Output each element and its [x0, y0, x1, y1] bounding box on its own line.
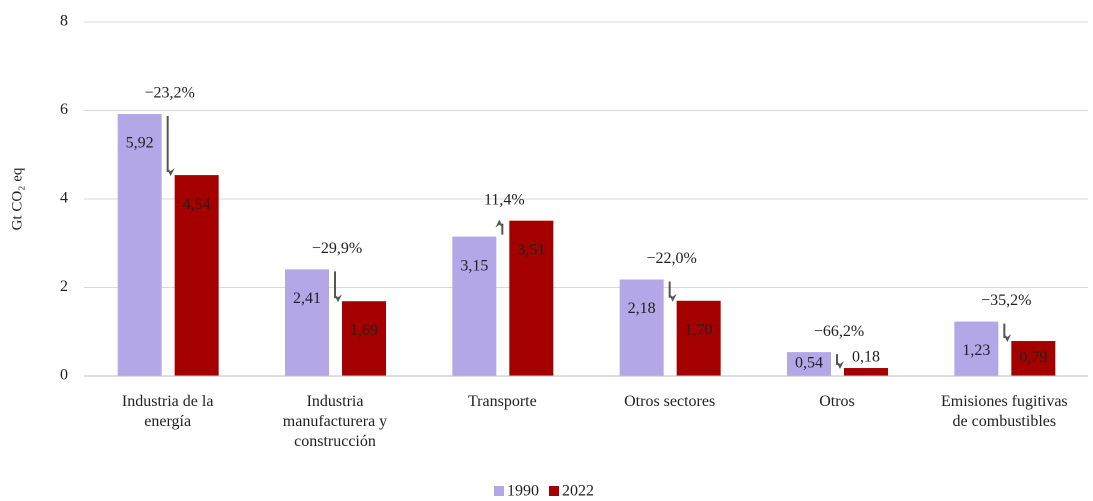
- change-annotation: −22,0%: [646, 250, 696, 267]
- x-tick-label: Industria manufacturera y construcción: [283, 393, 387, 450]
- value-label: 0,54: [795, 355, 823, 372]
- bar: [1011, 341, 1056, 376]
- x-tick-label: Otros: [819, 393, 855, 410]
- change-annotation: −35,2%: [981, 292, 1031, 309]
- value-label: 2,18: [628, 300, 656, 317]
- bar: [285, 269, 329, 376]
- bar: [619, 279, 664, 376]
- bar: [509, 220, 554, 376]
- change-annotation: −23,2%: [144, 85, 194, 102]
- bar: [844, 368, 888, 376]
- legend-label: 1990: [507, 483, 539, 500]
- legend-swatch: [494, 486, 504, 496]
- value-label: 1,23: [962, 342, 990, 359]
- value-label: 4,54: [183, 196, 211, 213]
- change-annotation: −29,9%: [312, 240, 362, 257]
- y-tick-label: 8: [60, 13, 68, 30]
- change-annotation: 11,4%: [484, 191, 525, 208]
- x-tick-label: Industria de la energía: [122, 393, 214, 430]
- x-tick-label: Transporte: [468, 393, 537, 410]
- bar: [342, 301, 386, 376]
- bar: [787, 352, 831, 376]
- y-axis-label: Gt CO₂ eq: [9, 167, 25, 230]
- value-label: 1,70: [685, 321, 713, 338]
- y-tick-label: 4: [60, 190, 68, 207]
- value-label: 0,79: [1019, 349, 1047, 366]
- bar: [117, 114, 162, 376]
- value-label: 0,18: [852, 349, 880, 366]
- y-tick-label: 2: [60, 278, 68, 295]
- legend-swatch: [549, 486, 559, 496]
- value-label: 1,69: [350, 322, 378, 339]
- bar: [452, 236, 497, 376]
- legend-label: 2022: [562, 483, 594, 500]
- bar: [954, 321, 999, 376]
- x-tick-label: Emisiones fugitivas de combustibles: [941, 393, 1068, 430]
- y-tick-label: 0: [60, 367, 68, 384]
- bar: [174, 175, 219, 376]
- value-label: 3,15: [460, 257, 488, 274]
- x-tick-label: Otros sectores: [624, 393, 715, 410]
- value-label: 3,51: [517, 241, 545, 258]
- bar: [676, 300, 721, 376]
- value-label: 5,92: [126, 135, 154, 152]
- y-tick-label: 6: [60, 101, 68, 118]
- change-annotation: −66,2%: [814, 323, 864, 340]
- value-label: 2,41: [293, 290, 321, 307]
